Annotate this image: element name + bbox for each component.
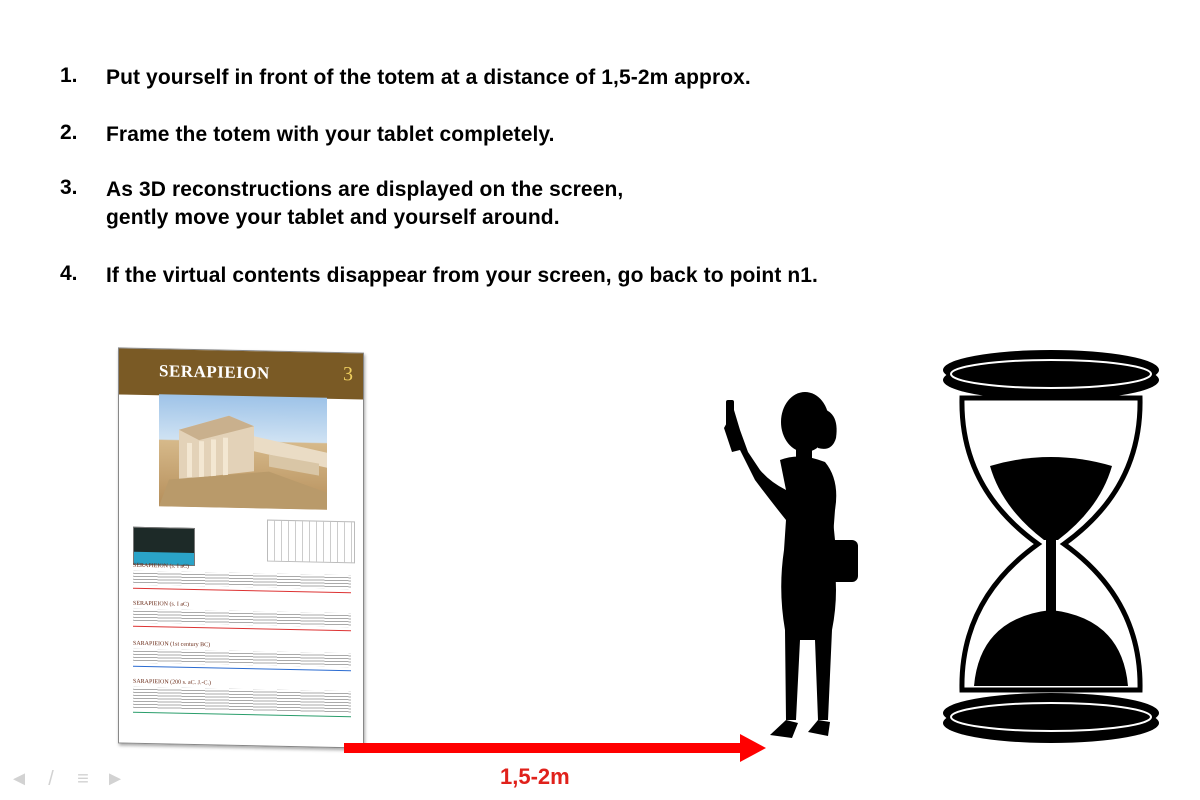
step-number: 2.: [60, 121, 78, 144]
step-text-line-1: As 3D reconstructions are displayed on t…: [106, 178, 624, 201]
step-3: 3. As 3D reconstructions are displayed o…: [60, 176, 623, 232]
step-text-line-2: gently move your tablet and yourself aro…: [106, 206, 560, 229]
step-text: Put yourself in front of the totem at a …: [106, 66, 751, 89]
totem-section: SARAPIEION (1st century BC): [133, 641, 351, 672]
pen-icon[interactable]: /: [48, 768, 54, 790]
arrow-head-icon: [740, 734, 766, 762]
person-silhouette-icon: [724, 392, 858, 738]
distance-label: 1,5-2m: [500, 764, 570, 789]
site-map-thumbnail: [133, 526, 195, 567]
step-text: If the virtual contents disappear from y…: [106, 264, 818, 287]
step-2: 2. Frame the totem with your tablet comp…: [60, 121, 555, 149]
step-number: 4.: [60, 262, 78, 285]
totem-section: SERAPIEION (s. I aC): [133, 563, 351, 594]
step-4: 4. If the virtual contents disappear fro…: [60, 262, 818, 290]
floor-plan-thumbnail: [267, 519, 355, 564]
totem-section: SARAPIEION (200 s. aC. J.-C.): [133, 679, 351, 718]
totem-title: SERAPIEION: [159, 361, 270, 383]
hourglass-icon: [943, 350, 1159, 743]
slide-navigation: ◄ / ≡ ►: [8, 768, 126, 791]
totem-number: 3: [343, 363, 353, 386]
step-number: 1.: [60, 64, 78, 87]
menu-icon[interactable]: ≡: [77, 768, 89, 790]
distance-arrow: [344, 743, 744, 753]
step-1: 1. Put yourself in front of the totem at…: [60, 64, 751, 92]
arrow-right-icon[interactable]: ►: [105, 768, 125, 790]
arrow-left-icon[interactable]: ◄: [9, 768, 29, 790]
totem-header: SERAPIEION 3: [119, 348, 363, 400]
totem-section: SERAPIEION (s. I aC): [133, 601, 351, 632]
step-text: Frame the totem with your tablet complet…: [106, 123, 555, 146]
totem-panel: SERAPIEION 3 SERAPIEION (s. I aC) SERAPI…: [118, 347, 364, 749]
temple-reconstruction-image: [159, 394, 327, 510]
step-number: 3.: [60, 176, 78, 199]
